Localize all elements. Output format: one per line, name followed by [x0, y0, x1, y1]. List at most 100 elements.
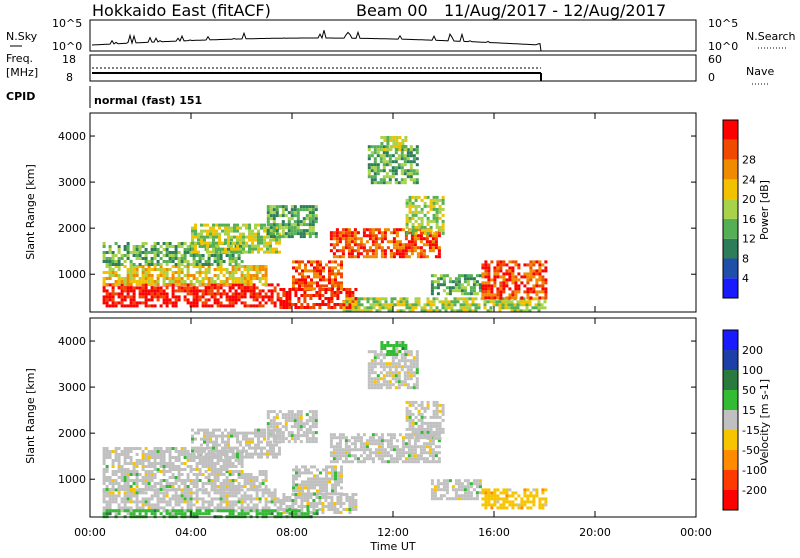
heatmap-cell — [187, 503, 190, 506]
heatmap-cell — [217, 488, 220, 491]
heatmap-cell — [279, 437, 282, 440]
heatmap-cell — [397, 300, 400, 303]
heatmap-cell — [312, 208, 315, 211]
heatmap-cell — [436, 196, 439, 199]
heatmap-cell — [118, 263, 121, 266]
heatmap-cell — [544, 281, 547, 284]
heatmap-cell — [163, 468, 166, 471]
heatmap-cell — [427, 422, 430, 425]
heatmap-cell — [193, 485, 196, 488]
heatmap-cell — [331, 278, 334, 281]
heatmap-cell — [169, 497, 172, 500]
heatmap-cell — [202, 271, 205, 274]
heatmap-cell — [301, 489, 304, 492]
heatmap-cell — [282, 294, 285, 297]
heatmap-cell — [430, 300, 433, 303]
heatmap-cell — [178, 494, 181, 497]
heatmap-cell — [133, 289, 136, 292]
heatmap-cell — [267, 220, 270, 223]
heatmap-cell — [112, 292, 115, 295]
heatmap-cell — [484, 272, 487, 275]
heatmap-cell — [270, 419, 273, 422]
heatmap-cell — [220, 506, 223, 509]
heatmap-cell — [291, 502, 294, 505]
heatmap-cell — [380, 148, 383, 151]
heatmap-cell — [142, 506, 145, 509]
heatmap-cell — [166, 494, 169, 497]
heatmap-cell — [172, 274, 175, 277]
heatmap-cell — [244, 500, 247, 503]
heatmap-cell — [431, 292, 434, 295]
heatmap-cell — [334, 281, 337, 284]
heatmap-cell — [383, 178, 386, 181]
heatmap-cell — [106, 453, 109, 456]
heatmap-cell — [414, 237, 417, 240]
heatmap-cell — [481, 488, 484, 491]
heatmap-cell — [336, 255, 339, 258]
heatmap-cell — [330, 231, 333, 234]
heatmap-cell — [175, 295, 178, 298]
heatmap-cell — [157, 283, 160, 286]
heatmap-cell — [363, 451, 366, 454]
heatmap-cell — [310, 260, 313, 263]
heatmap-cell — [443, 274, 446, 277]
heatmap-cell — [142, 491, 145, 494]
heatmap-cell — [505, 263, 508, 266]
heatmap-cell — [227, 444, 230, 447]
heatmap-cell — [295, 512, 298, 515]
heatmap-cell — [298, 284, 301, 287]
heatmap-cell — [389, 175, 392, 178]
heatmap-cell — [384, 228, 387, 231]
heatmap-cell — [206, 435, 209, 438]
heatmap-cell — [426, 460, 429, 463]
heatmap-cell — [401, 365, 404, 368]
heatmap-cell — [242, 456, 245, 459]
heatmap-cell — [241, 462, 244, 465]
heatmap-cell — [442, 202, 445, 205]
heatmap-cell — [544, 290, 547, 293]
heatmap-cell — [103, 509, 106, 512]
heatmap-cell — [263, 230, 266, 233]
heatmap-cell — [217, 268, 220, 271]
heatmap-cell — [383, 181, 386, 184]
heatmap-cell — [256, 271, 259, 274]
heatmap-cell — [233, 230, 236, 233]
heatmap-cell — [395, 362, 398, 365]
heatmap-cell — [345, 448, 348, 451]
heatmap-cell — [322, 483, 325, 486]
heatmap-cell — [127, 476, 130, 479]
heatmap-cell — [259, 280, 262, 283]
heatmap-cell — [300, 434, 303, 437]
heatmap-cell — [227, 447, 230, 450]
heatmap-cell — [505, 303, 508, 306]
heatmap-cell — [265, 491, 268, 494]
heatmap-cell — [187, 263, 190, 266]
heatmap-cell — [369, 439, 372, 442]
heatmap-cell — [473, 277, 476, 280]
heatmap-cell — [345, 291, 348, 294]
heatmap-cell — [315, 496, 318, 499]
heatmap-cell — [464, 274, 467, 277]
heatmap-cell — [508, 260, 511, 263]
heatmap-cell — [178, 286, 181, 289]
heatmap-cell — [109, 456, 112, 459]
heatmap-cell — [194, 236, 197, 239]
heatmap-cell — [211, 277, 214, 280]
heatmap-cell — [395, 356, 398, 359]
heatmap-cell — [268, 506, 271, 509]
heatmap-cell — [139, 257, 142, 260]
heatmap-cell — [193, 491, 196, 494]
heatmap-cell — [145, 251, 148, 254]
heatmap-cell — [538, 272, 541, 275]
heatmap-cell — [270, 223, 273, 226]
heatmap-cell — [297, 306, 300, 309]
heatmap-cell — [190, 283, 193, 286]
heatmap-cell — [351, 237, 354, 240]
heatmap-cell — [484, 500, 487, 503]
heatmap-cell — [395, 374, 398, 377]
heatmap-cell — [172, 447, 175, 450]
heatmap-cell — [220, 271, 223, 274]
heatmap-cell — [487, 269, 490, 272]
heatmap-cell — [163, 494, 166, 497]
